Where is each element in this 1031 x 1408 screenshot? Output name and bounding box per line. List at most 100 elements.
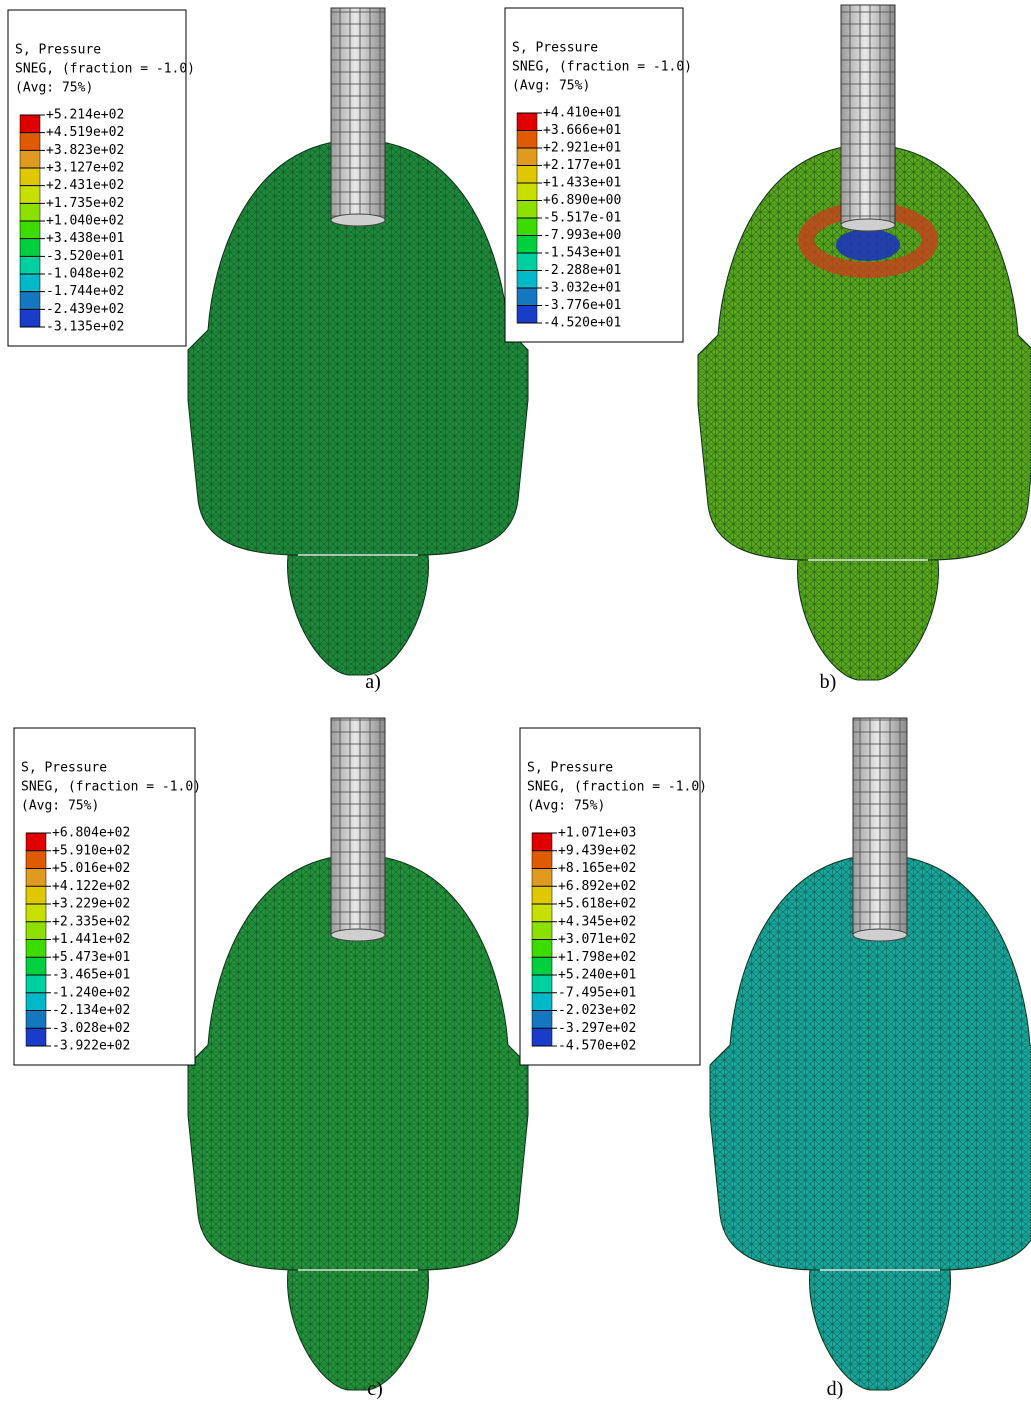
legend-value: -1.744e+02 <box>46 284 124 299</box>
rod-grid <box>331 718 385 935</box>
legend-title: SNEG, (fraction = -1.0) <box>527 780 707 795</box>
legend-value: +1.441e+02 <box>52 932 130 947</box>
legend-title: SNEG, (fraction = -1.0) <box>15 62 195 77</box>
legend-swatch <box>517 183 537 201</box>
legend-swatch <box>20 274 40 292</box>
legend-swatch <box>517 113 537 131</box>
legend-value: +4.345e+02 <box>558 914 636 929</box>
legend-value: +1.798e+02 <box>558 950 636 965</box>
legend-value: -3.776e+01 <box>543 298 621 313</box>
rod-end <box>841 219 895 231</box>
legend-value: +5.016e+02 <box>52 861 130 876</box>
legend-swatch <box>26 869 46 887</box>
legend-swatch <box>517 201 537 219</box>
legend-value: -2.439e+02 <box>46 302 124 317</box>
rod-end <box>853 929 907 941</box>
rod-end <box>331 929 385 941</box>
legend-value: +5.240e+01 <box>558 968 636 983</box>
legend-value: -4.570e+02 <box>558 1039 636 1054</box>
legend-swatch <box>517 131 537 149</box>
legend-title: S, Pressure <box>512 41 598 56</box>
legend-value: +6.890e+00 <box>543 193 621 208</box>
legend-value: +3.127e+02 <box>46 161 124 176</box>
legend-swatch <box>20 115 40 133</box>
legend-value: -5.517e-01 <box>543 211 621 226</box>
legend-swatch <box>20 239 40 257</box>
legend-swatch <box>517 236 537 254</box>
rod-grid <box>853 718 907 935</box>
legend-swatch <box>26 1011 46 1029</box>
legend-value: +1.040e+02 <box>46 214 124 229</box>
legend-value: -1.543e+01 <box>543 246 621 261</box>
legend-swatch <box>532 1011 552 1029</box>
legend-value: +4.122e+02 <box>52 879 130 894</box>
legend-title: S, Pressure <box>15 43 101 58</box>
legend-value: +3.071e+02 <box>558 932 636 947</box>
legend-value: +8.165e+02 <box>558 861 636 876</box>
legend-swatch <box>532 833 552 851</box>
rod-grid <box>841 5 895 225</box>
legend-swatch <box>26 904 46 922</box>
legend-swatch <box>20 186 40 204</box>
legend-value: +2.177e+01 <box>543 158 621 173</box>
legend-value: -1.240e+02 <box>52 985 130 1000</box>
legend-value: +6.892e+02 <box>558 879 636 894</box>
legend-swatch <box>532 869 552 887</box>
legend-swatch <box>26 833 46 851</box>
legend-swatch <box>532 993 552 1011</box>
legend-title: (Avg: 75%) <box>15 81 93 96</box>
legend-value: +2.335e+02 <box>52 914 130 929</box>
legend-value: +1.735e+02 <box>46 196 124 211</box>
legend-swatch <box>517 271 537 289</box>
legend-title: SNEG, (fraction = -1.0) <box>512 60 692 75</box>
rod-end <box>331 214 385 226</box>
legend-title: (Avg: 75%) <box>527 799 605 814</box>
legend-swatch <box>532 957 552 975</box>
stress-core <box>836 229 900 261</box>
caption: a) <box>365 671 381 693</box>
legend-swatch <box>532 1028 552 1046</box>
legend-value: -2.288e+01 <box>543 263 621 278</box>
legend-swatch <box>26 886 46 904</box>
legend-value: +3.229e+02 <box>52 897 130 912</box>
legend-swatch <box>20 221 40 239</box>
legend-swatch <box>517 166 537 184</box>
legend-value: -3.135e+02 <box>46 320 124 335</box>
rod-grid <box>331 8 385 220</box>
legend-swatch <box>26 940 46 958</box>
legend-value: +4.410e+01 <box>543 106 621 121</box>
legend-value: -3.032e+01 <box>543 281 621 296</box>
caption: c) <box>367 1378 383 1400</box>
legend-value: +5.618e+02 <box>558 897 636 912</box>
legend-title: (Avg: 75%) <box>21 799 99 814</box>
panel: S, Pressure SNEG, (fraction = -1.0) (Avg: … <box>8 8 528 693</box>
legend-title: S, Pressure <box>527 761 613 776</box>
legend-value: +3.823e+02 <box>46 143 124 158</box>
figure: S, Pressure SNEG, (fraction = -1.0) (Avg: … <box>0 0 1031 1408</box>
legend-swatch <box>26 957 46 975</box>
legend-swatch <box>20 133 40 151</box>
legend-swatch <box>517 218 537 236</box>
legend-swatch <box>20 309 40 327</box>
legend-value: +3.666e+01 <box>543 123 621 138</box>
legend-swatch <box>26 851 46 869</box>
legend-swatch <box>532 922 552 940</box>
legend-title: SNEG, (fraction = -1.0) <box>21 780 201 795</box>
legend-value: +1.433e+01 <box>543 176 621 191</box>
legend-value: +5.473e+01 <box>52 950 130 965</box>
legend-swatch <box>532 851 552 869</box>
caption: d) <box>827 1378 844 1400</box>
legend-value: -1.048e+02 <box>46 267 124 282</box>
legend-swatch <box>532 975 552 993</box>
legend-value: -3.028e+02 <box>52 1021 130 1036</box>
legend-value: +5.214e+02 <box>46 108 124 123</box>
legend-value: +2.921e+01 <box>543 141 621 156</box>
caption: b) <box>820 671 837 693</box>
legend-swatch <box>517 148 537 166</box>
legend-swatch <box>26 1028 46 1046</box>
legend-swatch <box>20 150 40 168</box>
legend-value: -7.993e+00 <box>543 228 621 243</box>
legend-swatch <box>26 975 46 993</box>
legend-title: S, Pressure <box>21 761 107 776</box>
